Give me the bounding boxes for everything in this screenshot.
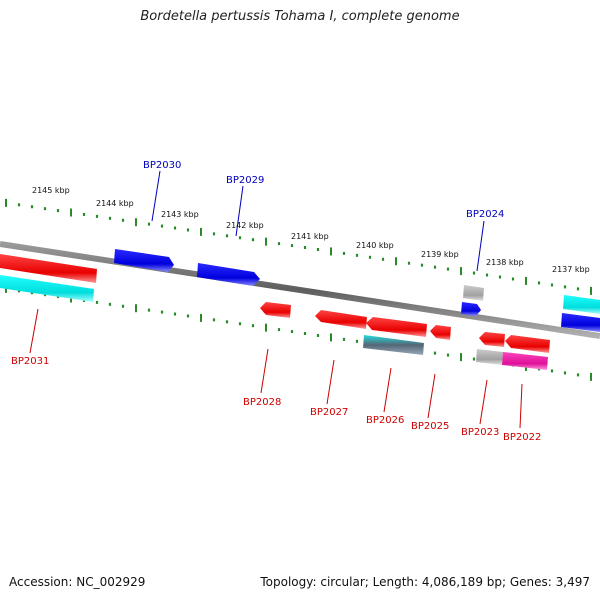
lower-scale-ticks xyxy=(5,284,592,381)
gene-bp2024-gray xyxy=(463,285,484,301)
gene-right-blue xyxy=(561,313,600,332)
scale-label-2137: 2137 kbp xyxy=(552,265,590,274)
gene-bp2030[interactable] xyxy=(114,249,174,272)
gene-bp2023-gray xyxy=(476,349,503,365)
gene-bp2028[interactable] xyxy=(260,302,291,318)
gene-bp2022[interactable] xyxy=(505,335,550,353)
leader-bp2031 xyxy=(29,308,39,354)
gene-labels: BP2030 BP2029 BP2024 BP2031 BP2028 BP202… xyxy=(11,160,541,443)
gene-bp2022-magenta xyxy=(502,352,548,370)
topology-summary: Topology: circular; Length: 4,086,189 bp… xyxy=(260,575,590,589)
label-bp2029[interactable]: BP2029 xyxy=(226,175,264,186)
upper-scale-ticks xyxy=(5,198,592,295)
leader-bp2026 xyxy=(383,367,392,413)
leader-bp2030 xyxy=(151,170,161,222)
gene-bp2031-red xyxy=(0,254,97,283)
gene-bp2024[interactable] xyxy=(461,302,481,316)
leader-bp2028 xyxy=(260,348,269,394)
scale-label-2138: 2138 kbp xyxy=(486,258,524,267)
gene-right-cyan xyxy=(563,295,600,314)
scale-label-2141: 2141 kbp xyxy=(291,232,329,241)
leader-bp2025 xyxy=(427,373,436,419)
label-bp2026[interactable]: BP2026 xyxy=(366,415,404,426)
scale-label-2144: 2144 kbp xyxy=(96,199,134,208)
scale-label-2140: 2140 kbp xyxy=(356,241,394,250)
gene-bp2023[interactable] xyxy=(479,332,505,347)
leader-lines xyxy=(29,170,523,429)
gene-bp2026[interactable] xyxy=(366,317,427,337)
genome-backbone xyxy=(0,241,600,339)
map-title: Bordetella pertussis Tohama I, complete … xyxy=(140,9,460,24)
scale-label-2142: 2142 kbp xyxy=(226,221,264,230)
gene-bp2025[interactable] xyxy=(430,325,451,340)
label-bp2031[interactable]: BP2031 xyxy=(11,356,49,367)
label-bp2028[interactable]: BP2028 xyxy=(243,397,281,408)
label-bp2023[interactable]: BP2023 xyxy=(461,427,499,438)
reverse-genes xyxy=(260,302,550,370)
leader-bp2024 xyxy=(476,220,485,272)
scale-label-2145: 2145 kbp xyxy=(32,186,70,195)
scale-label-2143: 2143 kbp xyxy=(161,210,199,219)
leader-bp2023 xyxy=(479,379,488,425)
scale-label-2139: 2139 kbp xyxy=(421,250,459,259)
gene-bp2031-cyan xyxy=(0,275,94,302)
label-bp2027[interactable]: BP2027 xyxy=(310,407,348,418)
label-bp2022[interactable]: BP2022 xyxy=(503,432,541,443)
gene-bp2027[interactable] xyxy=(315,310,367,329)
forward-genes xyxy=(0,249,600,332)
scale-labels: 2145 kbp 2144 kbp 2143 kbp 2142 kbp 2141… xyxy=(32,186,590,274)
gene-bp2026-slate xyxy=(363,335,424,355)
gene-bp2029[interactable] xyxy=(197,263,260,286)
label-bp2024[interactable]: BP2024 xyxy=(466,209,504,220)
leader-bp2022 xyxy=(519,383,523,429)
label-bp2025[interactable]: BP2025 xyxy=(411,421,449,432)
accession-text: Accession: NC_002929 xyxy=(9,575,146,589)
leader-bp2027 xyxy=(326,359,335,405)
leader-bp2029 xyxy=(235,185,244,237)
label-bp2030[interactable]: BP2030 xyxy=(143,160,181,171)
